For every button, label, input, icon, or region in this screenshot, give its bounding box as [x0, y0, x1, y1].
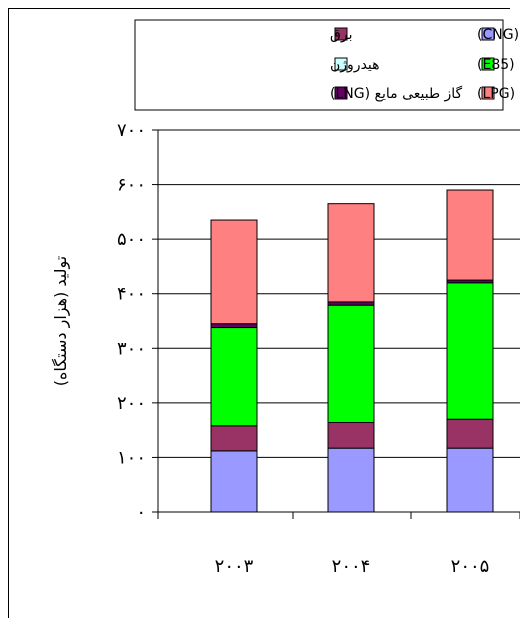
y-tick-label: ۰ [136, 502, 146, 523]
chart-frame [8, 8, 510, 618]
bars [210, 189, 494, 513]
x-tick-label: ۲۰۰۴ [332, 556, 371, 577]
bar-segment [210, 450, 258, 513]
y-tick-label: ۶۰۰ [117, 175, 146, 196]
y-tick-label: ۲۰۰ [117, 393, 146, 414]
y-tick-label: ۵۰۰ [117, 229, 146, 250]
bar-segment [210, 219, 258, 325]
legend-swatch [481, 86, 495, 100]
x-tick-label: ۲۰۰۵ [451, 556, 490, 577]
legend-label: بیواتانول (E85) [477, 57, 520, 73]
y-axis-label: تولید (هزار دستگاه) [51, 256, 71, 386]
legend-swatch [334, 57, 348, 71]
x-tick-label: ۲۰۰۳ [215, 556, 254, 577]
legend-label: هیدروژن [330, 57, 380, 73]
bar-segment [446, 189, 494, 281]
bar-segment [327, 422, 375, 449]
bar-segment [327, 203, 375, 303]
legend-swatch [481, 27, 495, 41]
y-ticks: ۰ ۱۰۰ ۲۰۰ ۳۰۰ ۴۰۰ ۵۰۰ ۶۰۰ ۷۰۰ [117, 120, 158, 523]
y-tick-label: ۷۰۰ [117, 120, 146, 141]
legend: گاز طبیعی فشرده (CNG) برق بیواتانول (E85) گ… [134, 19, 520, 111]
bar-segment [446, 447, 494, 513]
x-ticks: ۲۰۰۳ ۲۰۰۴ ۲۰۰۵ [157, 512, 520, 577]
bar-segment [210, 327, 258, 427]
legend-label: گاز طبیعی فشرده (CNG) [477, 26, 520, 43]
bar-segment [210, 323, 258, 329]
legend-label: گاز نفتی مایع (LPG) [477, 85, 520, 102]
axes [157, 130, 520, 513]
legend-swatch [334, 86, 348, 100]
bar-segment [210, 425, 258, 452]
legend-swatch [334, 27, 348, 41]
legend-swatch [481, 57, 495, 71]
y-tick-label: ۱۰۰ [117, 447, 146, 468]
legend-box [134, 19, 504, 111]
bar-segment [446, 418, 494, 449]
bar-segment [327, 447, 375, 513]
legend-label: برق [330, 27, 352, 43]
bar-segment [327, 304, 375, 424]
legend-label: گاز طبیعی مایع (LNG) [330, 85, 463, 102]
y-tick-label: ۴۰۰ [117, 284, 146, 305]
bar-segment [446, 282, 494, 420]
y-tick-label: ۳۰۰ [117, 338, 146, 359]
